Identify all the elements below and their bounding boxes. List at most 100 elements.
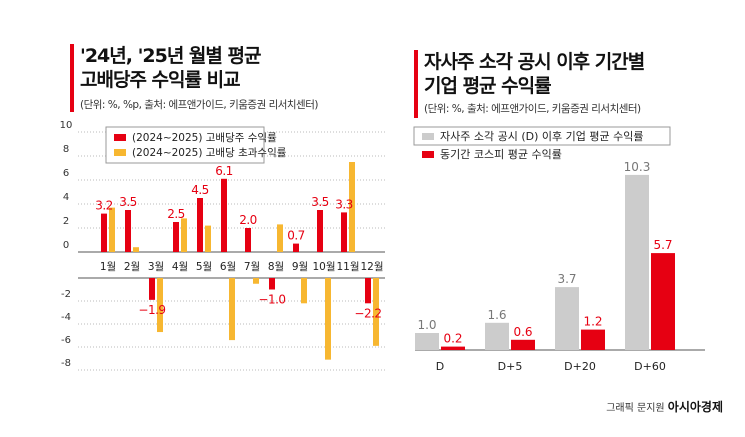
- x-tick-label: 4월: [172, 261, 188, 273]
- bar-excess: [205, 225, 211, 252]
- bar-excess: [301, 278, 307, 304]
- data-label: 2.5: [167, 207, 185, 221]
- legend-box: [413, 126, 671, 146]
- bar-kospi: [511, 339, 535, 350]
- data-label: 4.5: [191, 183, 209, 197]
- right-unit: (단위: %, 출처: 에프앤가이드, 키움증권 리서치센터): [424, 103, 641, 115]
- data-label: 3.3: [335, 197, 353, 211]
- data-label: 2.0: [239, 213, 257, 227]
- bar-kospi: [441, 346, 465, 350]
- y-tick-label: 2: [63, 216, 69, 227]
- bar-excess: [181, 218, 187, 252]
- bar-company: [485, 322, 509, 350]
- bar-excess: [109, 207, 115, 252]
- bar-return: [245, 228, 251, 252]
- legend-label: 동기간 코스피 평균 수익률: [440, 148, 562, 161]
- data-label: 0.6: [513, 325, 532, 339]
- data-label: 3.5: [119, 195, 137, 209]
- x-tick-label: 3월: [148, 261, 164, 273]
- bar-return: [221, 178, 227, 252]
- x-tick-label: 6월: [220, 261, 236, 273]
- left-title: '24년, '25년 월별 평균 고배당주 수익률 비교: [80, 44, 261, 92]
- bar-excess: [229, 278, 235, 341]
- x-tick-label: 1월: [100, 261, 116, 273]
- left-unit: (단위: %, %p, 출처: 에프앤가이드, 키움증권 리서치센터): [80, 99, 318, 111]
- y-tick-label: 10: [60, 120, 73, 131]
- y-tick-label: -4: [61, 312, 71, 323]
- x-tick-label: 5월: [196, 261, 212, 273]
- bar-excess: [349, 162, 355, 252]
- data-label: 3.7: [557, 272, 576, 286]
- bar-return: [125, 210, 131, 252]
- left-title-line1: '24년, '25년 월별 평균: [80, 45, 261, 67]
- y-tick-label: -6: [61, 335, 71, 346]
- bar-return: [269, 278, 275, 290]
- data-label: 1.6: [487, 308, 506, 322]
- bar-return: [365, 278, 371, 304]
- left-title-line2: 고배당주 수익률 비교: [80, 69, 241, 91]
- bar-excess: [277, 224, 283, 252]
- y-tick-label: 4: [63, 192, 69, 203]
- bar-kospi: [581, 329, 605, 350]
- data-label: 0.2: [443, 332, 462, 346]
- x-tick-label: D+20: [564, 360, 596, 373]
- data-label: 6.1: [215, 164, 233, 178]
- x-tick-label: 10월: [312, 261, 335, 273]
- credit: 그래픽 문지원 아시아경제: [606, 398, 723, 415]
- right-title-line1: 자사주 소각 공시 이후 기간별: [424, 51, 645, 73]
- y-tick-label: -8: [61, 358, 71, 369]
- title-accent-bar: [70, 44, 74, 112]
- bar-excess: [133, 247, 139, 252]
- y-tick-label: 6: [63, 168, 69, 179]
- bar-return: [341, 212, 347, 252]
- bar-return: [197, 198, 203, 252]
- y-tick-label: 0: [63, 240, 69, 251]
- bar-company: [415, 333, 439, 350]
- legend-label: 자사주 소각 공시 (D) 이후 기업 평균 수익률: [440, 130, 643, 143]
- bar-kospi: [651, 253, 675, 350]
- legend-label: (2024~2025) 고배당주 수익률: [132, 132, 277, 144]
- bar-excess: [157, 278, 163, 333]
- bar-company: [555, 287, 579, 350]
- legend-swatch: [422, 133, 434, 140]
- x-tick-label: D+5: [498, 360, 523, 373]
- x-tick-label: 12월: [360, 261, 383, 273]
- credit-author: 그래픽 문지원: [606, 403, 665, 414]
- data-label: −1.9: [138, 303, 165, 317]
- x-tick-label: D+60: [634, 360, 666, 373]
- title-accent-bar: [414, 50, 418, 118]
- x-tick-label: 11월: [336, 261, 359, 273]
- data-label: 3.2: [95, 199, 113, 213]
- right-title-line2: 기업 평균 수익률: [424, 75, 552, 97]
- right-title: 자사주 소각 공시 이후 기간별 기업 평균 수익률: [424, 50, 645, 98]
- bar-company: [625, 174, 649, 350]
- bar-return: [173, 222, 179, 252]
- x-tick-label: D: [436, 360, 444, 373]
- data-label: 5.7: [653, 238, 672, 252]
- bar-return: [101, 213, 107, 252]
- y-tick-label: 8: [63, 144, 69, 155]
- x-tick-label: 2월: [124, 261, 140, 273]
- data-label: −1.0: [258, 293, 285, 307]
- legend-swatch: [114, 134, 126, 141]
- legend-label: (2024~2025) 고배당 초과수익률: [132, 147, 287, 159]
- bar-excess: [253, 278, 259, 284]
- bar-return: [149, 278, 155, 300]
- data-label: 1.2: [583, 315, 602, 329]
- data-label: 1.0: [417, 318, 436, 332]
- y-tick-label: -2: [61, 289, 71, 300]
- x-tick-label: 8월: [268, 261, 284, 273]
- legend-swatch: [114, 149, 126, 156]
- data-label: 10.3: [624, 160, 651, 174]
- legend-swatch: [422, 151, 434, 158]
- bar-excess: [373, 278, 379, 346]
- x-tick-label: 7월: [244, 261, 260, 273]
- bar-return: [317, 210, 323, 252]
- bar-excess: [325, 278, 331, 360]
- x-tick-label: 9월: [292, 261, 308, 273]
- data-label: 3.5: [311, 195, 329, 209]
- credit-brand: 아시아경제: [667, 400, 723, 414]
- bar-return: [293, 243, 299, 252]
